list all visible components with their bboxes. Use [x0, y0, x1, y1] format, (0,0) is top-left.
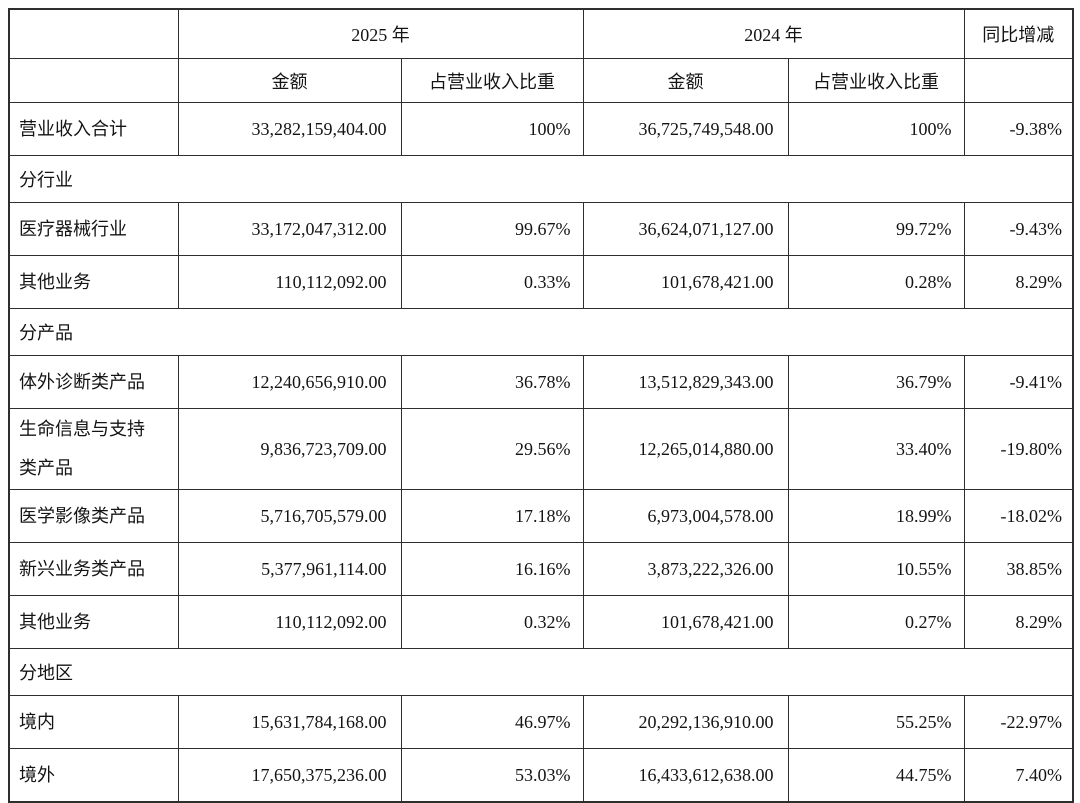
- row-label-cell: 境外: [8, 748, 179, 803]
- share-2025-cell: 29.56%: [400, 408, 584, 490]
- header-empty-label-cell: [8, 58, 179, 103]
- share-2025-cell: 16.16%: [400, 542, 584, 596]
- row-label-cell: 医学影像类产品: [8, 489, 179, 543]
- amount-2025-cell: 110,112,092.00: [177, 255, 402, 309]
- amount-2025-cell: 17,650,375,236.00: [177, 748, 402, 803]
- data-row: 新兴业务类产品 5,377,961,114.00 16.16% 3,873,222,3…: [8, 542, 1074, 596]
- amount-2024-cell: 13,512,829,343.00: [582, 355, 789, 409]
- amount-2024-cell: 20,292,136,910.00: [582, 695, 789, 749]
- table-body: 营业收入合计 33,282,159,404.00 100% 36,725,749,54…: [8, 102, 1074, 803]
- data-row: 生命信息与支持类产品 9,836,723,709.00 29.56% 12,265,0…: [8, 408, 1074, 490]
- yoy-cell: -18.02%: [963, 489, 1074, 543]
- share-2024-cell: 55.25%: [787, 695, 965, 749]
- share-2025-cell: 99.67%: [400, 202, 584, 256]
- row-label-cell: 其他业务: [8, 255, 179, 309]
- amount-2025-cell: 15,631,784,168.00: [177, 695, 402, 749]
- yoy-cell: 7.40%: [963, 748, 1074, 803]
- row-label-cell: 其他业务: [8, 595, 179, 649]
- header-share-2024-cell: 占营业收入比重: [787, 58, 965, 103]
- amount-2024-cell: 6,973,004,578.00: [582, 489, 789, 543]
- yoy-cell: -22.97%: [963, 695, 1074, 749]
- row-label-cell: 营业收入合计: [8, 102, 179, 156]
- amount-2025-cell: 12,240,656,910.00: [177, 355, 402, 409]
- yoy-cell: -9.41%: [963, 355, 1074, 409]
- revenue-breakdown-table: 2025 年 2024 年 同比增减 金额 占营业收入比重 金额 占营业收入比重…: [8, 8, 1074, 803]
- amount-2025-cell: 110,112,092.00: [177, 595, 402, 649]
- row-label-cell: 医疗器械行业: [8, 202, 179, 256]
- amount-2025-cell: 33,172,047,312.00: [177, 202, 402, 256]
- yoy-cell: 8.29%: [963, 595, 1074, 649]
- share-2024-cell: 33.40%: [787, 408, 965, 490]
- share-2025-cell: 36.78%: [400, 355, 584, 409]
- yoy-cell: 38.85%: [963, 542, 1074, 596]
- amount-2025-cell: 9,836,723,709.00: [177, 408, 402, 490]
- share-2024-cell: 44.75%: [787, 748, 965, 803]
- section-label-cell: 分地区: [8, 648, 1074, 696]
- header-amount-2024-cell: 金额: [582, 58, 789, 103]
- yoy-cell: -9.43%: [963, 202, 1074, 256]
- row-label-cell: 体外诊断类产品: [8, 355, 179, 409]
- data-row: 其他业务 110,112,092.00 0.32% 101,678,421.00 0.2…: [8, 595, 1074, 649]
- share-2025-cell: 0.32%: [400, 595, 584, 649]
- amount-2024-cell: 36,624,071,127.00: [582, 202, 789, 256]
- share-2024-cell: 99.72%: [787, 202, 965, 256]
- header-row-years: 2025 年 2024 年 同比增减: [8, 8, 1074, 59]
- amount-2024-cell: 101,678,421.00: [582, 255, 789, 309]
- section-label-cell: 分产品: [8, 308, 1074, 356]
- share-2024-cell: 18.99%: [787, 489, 965, 543]
- share-2025-cell: 53.03%: [400, 748, 584, 803]
- header-year-2024-cell: 2024 年: [582, 8, 965, 59]
- share-2024-cell: 100%: [787, 102, 965, 156]
- data-row: 体外诊断类产品 12,240,656,910.00 36.78% 13,512,829…: [8, 355, 1074, 409]
- amount-2024-cell: 3,873,222,326.00: [582, 542, 789, 596]
- total-row: 营业收入合计 33,282,159,404.00 100% 36,725,749,54…: [8, 102, 1074, 156]
- header-yoy-cell: 同比增减: [963, 8, 1074, 59]
- row-label-cell: 生命信息与支持类产品: [8, 408, 179, 490]
- share-2024-cell: 0.27%: [787, 595, 965, 649]
- header-year-2025-cell: 2025 年: [177, 8, 584, 59]
- header-amount-2025-cell: 金额: [177, 58, 402, 103]
- data-row: 医疗器械行业 33,172,047,312.00 99.67% 36,624,071,…: [8, 202, 1074, 256]
- header-share-2025-cell: 占营业收入比重: [400, 58, 584, 103]
- share-2025-cell: 46.97%: [400, 695, 584, 749]
- amount-2024-cell: 12,265,014,880.00: [582, 408, 789, 490]
- header-empty-corner-cell: [8, 8, 179, 59]
- section-row: 分产品: [8, 308, 1074, 356]
- yoy-cell: -19.80%: [963, 408, 1074, 490]
- share-2024-cell: 10.55%: [787, 542, 965, 596]
- yoy-cell: 8.29%: [963, 255, 1074, 309]
- data-row: 境内 15,631,784,168.00 46.97% 20,292,136,910.…: [8, 695, 1074, 749]
- row-label-cell: 境内: [8, 695, 179, 749]
- report-page: 2025 年 2024 年 同比增减 金额 占营业收入比重 金额 占营业收入比重…: [8, 8, 1074, 803]
- amount-2024-cell: 36,725,749,548.00: [582, 102, 789, 156]
- data-row: 其他业务 110,112,092.00 0.33% 101,678,421.00 0.2…: [8, 255, 1074, 309]
- share-2025-cell: 100%: [400, 102, 584, 156]
- amount-2025-cell: 5,377,961,114.00: [177, 542, 402, 596]
- data-row: 医学影像类产品 5,716,705,579.00 17.18% 6,973,004,5…: [8, 489, 1074, 543]
- row-label-cell: 新兴业务类产品: [8, 542, 179, 596]
- section-row: 分行业: [8, 155, 1074, 203]
- amount-2025-cell: 5,716,705,579.00: [177, 489, 402, 543]
- amount-2025-cell: 33,282,159,404.00: [177, 102, 402, 156]
- amount-2024-cell: 101,678,421.00: [582, 595, 789, 649]
- share-2024-cell: 36.79%: [787, 355, 965, 409]
- share-2024-cell: 0.28%: [787, 255, 965, 309]
- header-row-measures: 金额 占营业收入比重 金额 占营业收入比重: [8, 58, 1074, 103]
- data-row: 境外 17,650,375,236.00 53.03% 16,433,612,638.…: [8, 748, 1074, 803]
- share-2025-cell: 0.33%: [400, 255, 584, 309]
- section-row: 分地区: [8, 648, 1074, 696]
- amount-2024-cell: 16,433,612,638.00: [582, 748, 789, 803]
- header-empty-yoy-cell: [963, 58, 1074, 103]
- yoy-cell: -9.38%: [963, 102, 1074, 156]
- share-2025-cell: 17.18%: [400, 489, 584, 543]
- section-label-cell: 分行业: [8, 155, 1074, 203]
